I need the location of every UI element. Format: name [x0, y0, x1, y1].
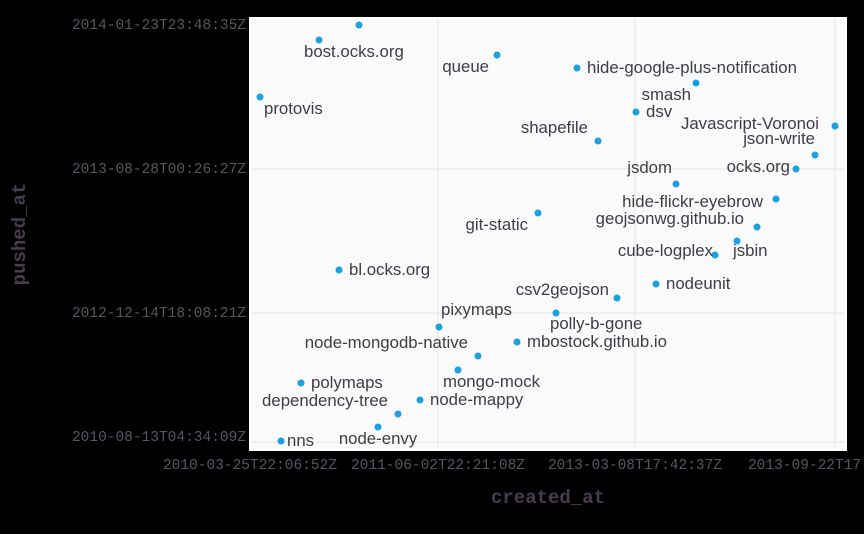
svg-text:node-envy: node-envy: [339, 429, 418, 448]
svg-text:2012-12-14T18:08:21Z: 2012-12-14T18:08:21Z: [72, 306, 246, 322]
svg-text:cube-logplex: cube-logplex: [618, 241, 714, 260]
svg-text:polly-b-gone: polly-b-gone: [550, 314, 642, 333]
svg-text:node-mappy: node-mappy: [430, 390, 524, 409]
svg-text:jsdom: jsdom: [626, 158, 672, 177]
svg-text:nodeunit: nodeunit: [666, 274, 731, 293]
svg-text:mbostock.github.io: mbostock.github.io: [527, 332, 667, 351]
svg-text:2014-01-23T23:48:35Z: 2014-01-23T23:48:35Z: [72, 18, 246, 34]
svg-text:json-write: json-write: [742, 129, 815, 148]
svg-text:csv2geojson: csv2geojson: [516, 280, 609, 299]
svg-text:queue: queue: [442, 57, 489, 76]
svg-text:hide-google-plus-notification: hide-google-plus-notification: [587, 58, 797, 77]
svg-text:bost.ocks.org: bost.ocks.org: [304, 42, 404, 61]
svg-text:2013-03-08T17:42:37Z: 2013-03-08T17:42:37Z: [548, 458, 722, 474]
svg-text:created_at: created_at: [491, 487, 605, 509]
svg-text:shapefile: shapefile: [521, 118, 588, 137]
svg-text:nns: nns: [287, 431, 314, 450]
svg-text:mongo-mock: mongo-mock: [443, 372, 541, 391]
svg-text:dsv: dsv: [646, 102, 673, 121]
svg-text:git-static: git-static: [466, 215, 528, 234]
svg-text:geojsonwg.github.io: geojsonwg.github.io: [596, 209, 744, 228]
svg-text:2013-08-28T00:26:27Z: 2013-08-28T00:26:27Z: [72, 162, 246, 178]
svg-text:2010-08-13T04:34:09Z: 2010-08-13T04:34:09Z: [72, 430, 246, 446]
svg-text:node-mongodb-native: node-mongodb-native: [305, 333, 468, 352]
svg-text:jsbin: jsbin: [732, 241, 768, 260]
svg-text:2013-09-22T17:58:58Z: 2013-09-22T17:58:58Z: [748, 458, 864, 474]
svg-text:pushed_at: pushed_at: [9, 183, 31, 286]
svg-text:polymaps: polymaps: [311, 373, 383, 392]
svg-text:2010-03-25T22:06:52Z: 2010-03-25T22:06:52Z: [163, 458, 337, 474]
svg-text:pixymaps: pixymaps: [441, 300, 512, 319]
svg-text:bl.ocks.org: bl.ocks.org: [349, 260, 430, 279]
svg-text:dependency-tree: dependency-tree: [262, 391, 388, 410]
svg-text:ocks.org: ocks.org: [727, 157, 790, 176]
svg-text:2011-06-02T22:21:08Z: 2011-06-02T22:21:08Z: [351, 458, 525, 474]
svg-text:protovis: protovis: [264, 99, 323, 118]
